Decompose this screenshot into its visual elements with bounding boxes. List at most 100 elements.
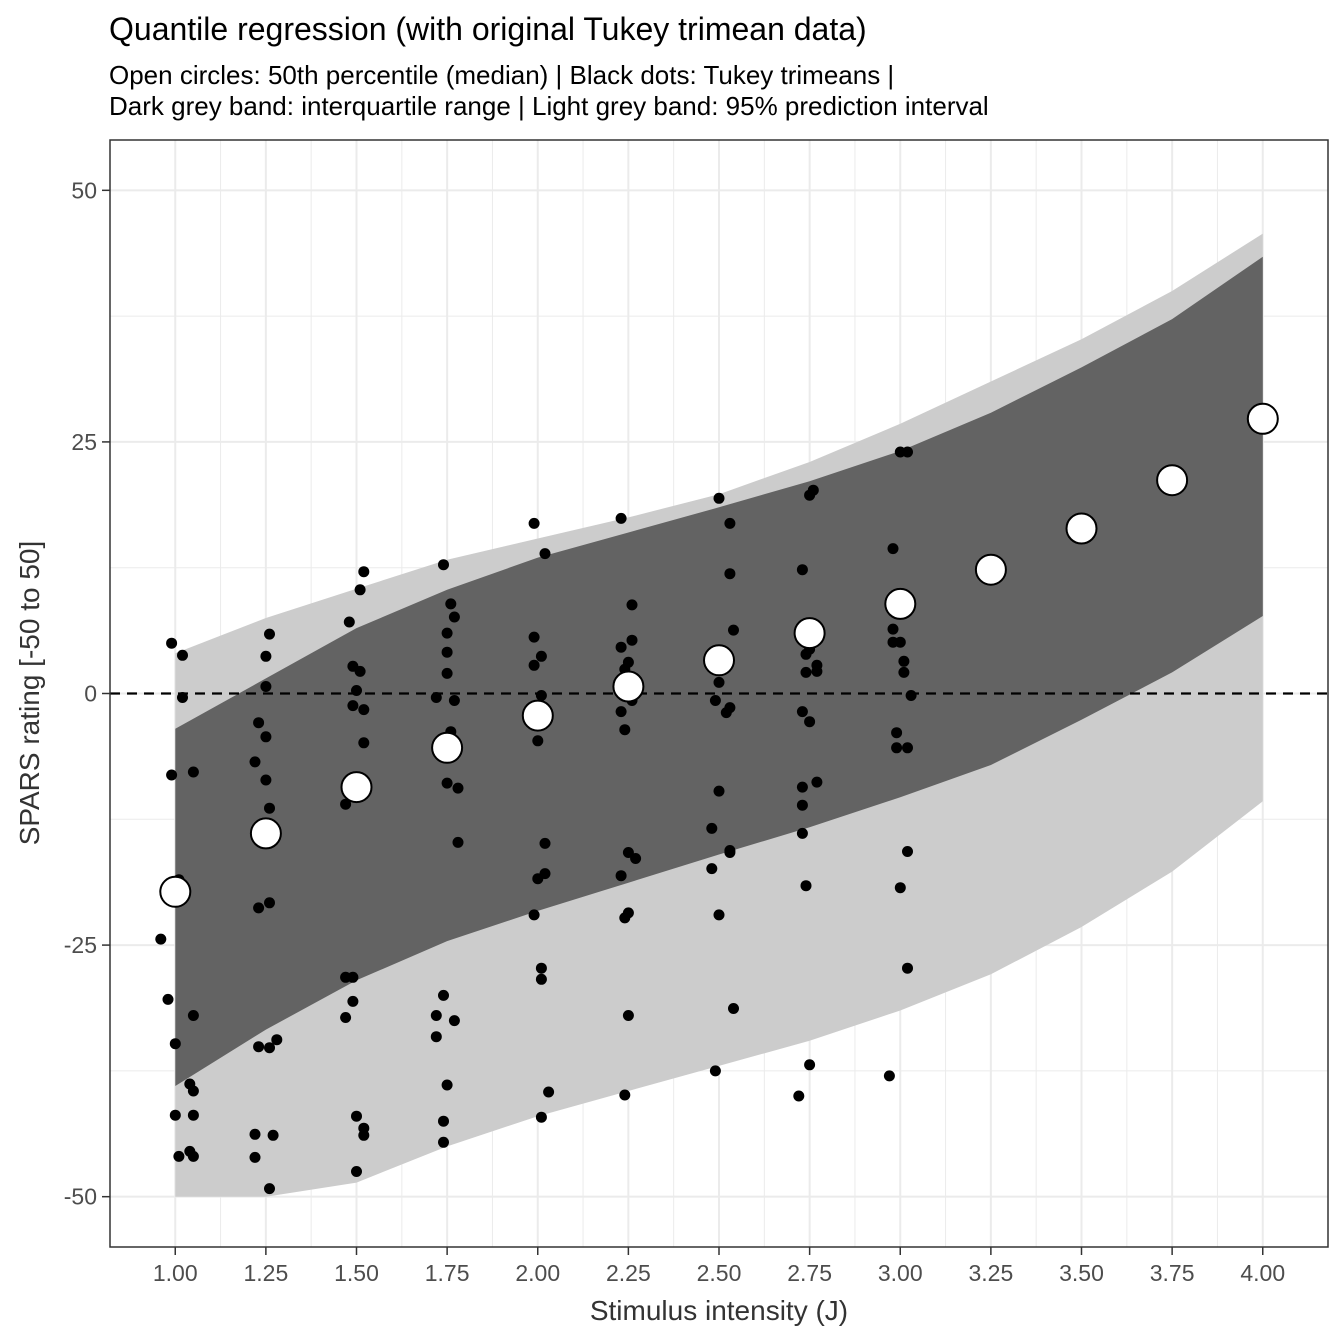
y-tick-label: 50 bbox=[71, 177, 97, 203]
trimean-point bbox=[430, 692, 442, 703]
trimean-point bbox=[622, 1010, 634, 1021]
trimean-point bbox=[528, 659, 540, 671]
trimean-point bbox=[804, 489, 816, 501]
trimean-point bbox=[535, 1111, 547, 1123]
tukey-trimean-points bbox=[155, 446, 917, 1195]
trimean-point bbox=[532, 735, 544, 747]
trimean-point bbox=[894, 636, 906, 648]
trimean-point bbox=[351, 1110, 362, 1122]
trimean-point bbox=[796, 799, 808, 811]
x-tick-label: 1.50 bbox=[334, 1260, 379, 1286]
trimean-point bbox=[260, 681, 272, 692]
trimean-point bbox=[626, 634, 638, 646]
trimean-point bbox=[619, 912, 631, 924]
median-point bbox=[884, 587, 917, 620]
trimean-point bbox=[187, 1010, 199, 1021]
trimean-point bbox=[535, 690, 547, 701]
trimean-point bbox=[793, 1090, 805, 1102]
x-tick-label: 2.75 bbox=[787, 1260, 832, 1286]
trimean-point bbox=[539, 837, 551, 849]
x-axis: 1.00 1.25 1.50 1.75 2.00 2.25 2.50 2.75 3.00 3.25… bbox=[153, 1247, 1285, 1286]
trimean-point bbox=[535, 650, 547, 662]
median-point bbox=[340, 771, 373, 804]
trimean-point bbox=[177, 692, 188, 703]
median-point bbox=[521, 699, 554, 732]
x-axis-title: Stimulus intensity (J) bbox=[590, 1295, 848, 1326]
trimean-point bbox=[347, 700, 359, 712]
trimean-point bbox=[166, 637, 178, 649]
x-tick-label: 2.25 bbox=[606, 1260, 651, 1286]
trimean-point bbox=[622, 847, 634, 858]
trimean-point bbox=[430, 1031, 442, 1043]
trimean-point bbox=[169, 1038, 181, 1050]
trimean-point bbox=[800, 648, 812, 660]
x-tick-label: 3.00 bbox=[878, 1260, 923, 1286]
trimean-point bbox=[615, 512, 627, 524]
trimean-point bbox=[448, 611, 460, 623]
trimean-point bbox=[452, 782, 464, 794]
trimean-point bbox=[347, 971, 359, 983]
trimean-point bbox=[264, 628, 275, 640]
trimean-point bbox=[253, 1041, 265, 1053]
y-axis-title: SPARS rating [-50 to 50] bbox=[14, 541, 45, 846]
trimean-point bbox=[448, 695, 460, 706]
trimean-point bbox=[891, 742, 903, 754]
median-point bbox=[793, 617, 826, 650]
trimean-point bbox=[796, 564, 808, 576]
trimean-point bbox=[358, 1129, 370, 1141]
trimean-point bbox=[713, 492, 725, 504]
trimean-point bbox=[706, 822, 718, 834]
trimean-point bbox=[543, 1086, 555, 1098]
trimean-point bbox=[724, 845, 736, 856]
median-point bbox=[1246, 402, 1279, 435]
trimean-point bbox=[260, 774, 272, 786]
trimean-point bbox=[713, 909, 725, 921]
trimean-point bbox=[452, 836, 464, 848]
trimean-point bbox=[713, 676, 725, 688]
trimean-point bbox=[720, 707, 732, 719]
trimean-point bbox=[340, 1012, 352, 1023]
trimean-point bbox=[441, 1079, 453, 1091]
median-point bbox=[612, 670, 645, 703]
trimean-point bbox=[354, 584, 366, 596]
x-tick-label: 3.75 bbox=[1150, 1260, 1195, 1286]
trimean-point bbox=[271, 1034, 283, 1046]
trimean-point bbox=[441, 627, 453, 639]
y-axis: -50 -25 0 25 50 bbox=[64, 177, 110, 1210]
trimean-point bbox=[800, 666, 812, 678]
median-point bbox=[249, 817, 282, 850]
trimean-point bbox=[187, 1085, 199, 1097]
trimean-point bbox=[253, 717, 265, 729]
y-tick-label: 0 bbox=[84, 681, 97, 707]
trimean-point bbox=[619, 1089, 631, 1101]
x-tick-label: 4.00 bbox=[1240, 1260, 1285, 1286]
trimean-point bbox=[891, 727, 903, 739]
trimean-point bbox=[358, 566, 370, 578]
trimean-point bbox=[430, 1010, 442, 1021]
x-tick-label: 1.00 bbox=[153, 1260, 198, 1286]
trimean-point bbox=[187, 766, 199, 778]
trimean-point bbox=[187, 1150, 199, 1162]
trimean-point bbox=[438, 1136, 449, 1148]
trimean-point bbox=[811, 665, 823, 677]
trimean-point bbox=[347, 995, 359, 1007]
trimean-point bbox=[343, 616, 355, 628]
trimean-point bbox=[902, 962, 913, 974]
trimean-point bbox=[155, 933, 167, 945]
trimean-point bbox=[162, 993, 174, 1005]
y-tick-label: -50 bbox=[64, 1184, 97, 1210]
trimean-point bbox=[796, 781, 808, 793]
median-point bbox=[1156, 464, 1189, 497]
trimean-point bbox=[615, 641, 627, 653]
trimean-point bbox=[887, 623, 899, 635]
trimean-point bbox=[713, 785, 725, 797]
trimean-point bbox=[351, 685, 362, 696]
trimean-point bbox=[264, 1183, 275, 1195]
trimean-point bbox=[898, 655, 910, 667]
x-tick-label: 1.25 bbox=[243, 1260, 288, 1286]
chart-title: Quantile regression (with original Tukey… bbox=[109, 11, 867, 47]
trimean-point bbox=[173, 1150, 185, 1162]
trimean-point bbox=[724, 517, 736, 529]
trimean-point bbox=[354, 665, 366, 677]
